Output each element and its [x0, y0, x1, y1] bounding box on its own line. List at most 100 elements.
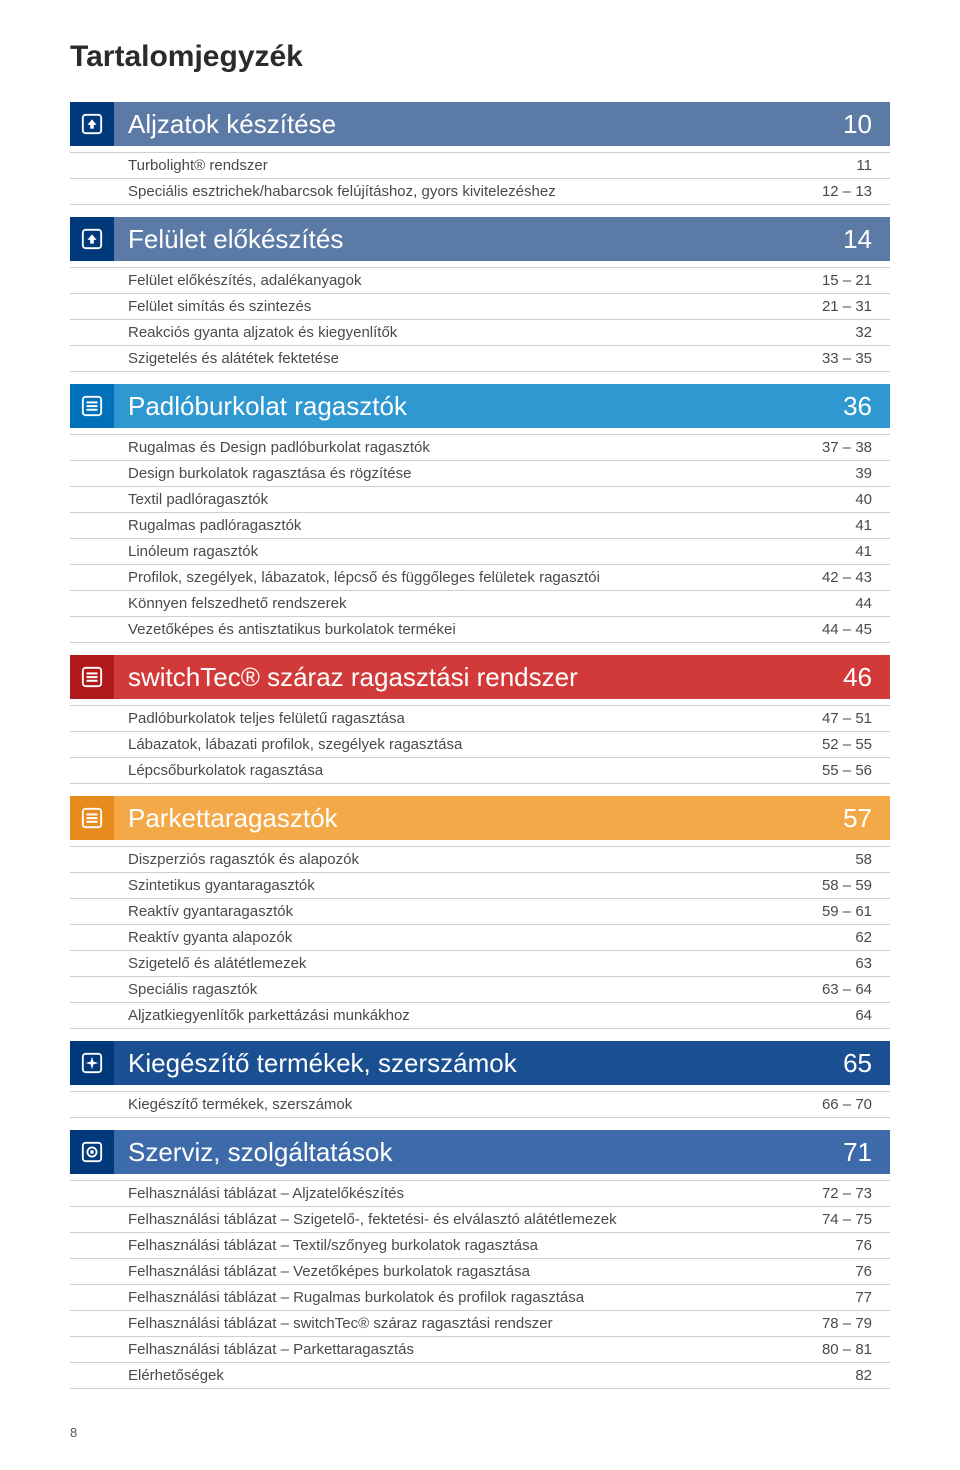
section-page: 14 — [843, 224, 872, 255]
entry-page: 76 — [843, 1237, 872, 1254]
entry-page: 32 — [843, 324, 872, 341]
entry-label: Szigetelés és alátétek fektetése — [128, 350, 810, 367]
list-icon — [70, 655, 114, 699]
section-title: Felület előkészítés — [128, 224, 343, 255]
entry-label: Felhasználási táblázat – Rugalmas burkol… — [128, 1289, 843, 1306]
toc-entry: Felhasználási táblázat – Rugalmas burkol… — [70, 1285, 890, 1311]
toc-entry: Szintetikus gyantaragasztók58 – 59 — [70, 873, 890, 899]
section-bar: switchTec® száraz ragasztási rendszer46 — [114, 655, 890, 699]
toc-section: Parkettaragasztók57Diszperziós ragasztók… — [70, 796, 890, 1029]
entry-page: 74 – 75 — [810, 1211, 872, 1228]
entry-label: Design burkolatok ragasztása és rögzítés… — [128, 465, 843, 482]
toc-entry: Rugalmas padlóragasztók41 — [70, 513, 890, 539]
entry-page: 58 – 59 — [810, 877, 872, 894]
target-icon — [70, 1130, 114, 1174]
toc-entry: Felület előkészítés, adalékanyagok15 – 2… — [70, 268, 890, 294]
toc-entry: Felhasználási táblázat – Szigetelő-, fek… — [70, 1207, 890, 1233]
section-bar: Kiegészítő termékek, szerszámok65 — [114, 1041, 890, 1085]
section-bar: Aljzatok készítése 10 — [114, 102, 890, 146]
toc-section: Aljzatok készítése 10 Turbolight® rendszer… — [70, 102, 890, 205]
entry-page: 40 — [843, 491, 872, 508]
entry-page: 15 – 21 — [810, 272, 872, 289]
entry-label: Aljzatkiegyenlítők parkettázási munkákho… — [128, 1007, 843, 1024]
entry-label: Padlóburkolatok teljes felületű ragasztá… — [128, 710, 810, 727]
section-bar: Padlóburkolat ragasztók36 — [114, 384, 890, 428]
entry-page: 76 — [843, 1263, 872, 1280]
toc-entry: Profilok, szegélyek, lábazatok, lépcső é… — [70, 565, 890, 591]
page-number: 8 — [70, 1425, 890, 1440]
toc-section: Padlóburkolat ragasztók36 Rugalmas és Des… — [70, 384, 890, 643]
entry-label: Rugalmas és Design padlóburkolat ragaszt… — [128, 439, 810, 456]
entry-label: Diszperziós ragasztók és alapozók — [128, 851, 843, 868]
section-entries: Kiegészítő termékek, szerszámok66 – 70 — [70, 1091, 890, 1118]
entry-page: 58 — [843, 851, 872, 868]
section-title: Aljzatok készítése — [128, 109, 336, 140]
entry-label: Felhasználási táblázat – Parkettaragaszt… — [128, 1341, 810, 1358]
entry-page: 52 – 55 — [810, 736, 872, 753]
section-title: Szerviz, szolgáltatások — [128, 1137, 392, 1168]
page-title: Tartalomjegyzék — [70, 40, 890, 74]
toc-section: Kiegészítő termékek, szerszámok65 Kiegész… — [70, 1041, 890, 1118]
entry-page: 77 — [843, 1289, 872, 1306]
section-title: Parkettaragasztók — [128, 803, 338, 834]
toc-entry: Reaktív gyanta alapozók62 — [70, 925, 890, 951]
toc-entry: Könnyen felszedhető rendszerek44 — [70, 591, 890, 617]
section-entries: Felhasználási táblázat – Aljzatelőkészít… — [70, 1180, 890, 1389]
entry-page: 82 — [843, 1367, 872, 1384]
section-header: Parkettaragasztók 57 — [70, 796, 890, 840]
arrow-up-icon — [70, 102, 114, 146]
entry-page: 41 — [843, 543, 872, 560]
toc-entry: Szigetelés és alátétek fektetése33 – 35 — [70, 346, 890, 372]
entry-page: 44 – 45 — [810, 621, 872, 638]
section-header: switchTec® száraz ragasztási rendszer46 — [70, 655, 890, 699]
entry-label: Felület simítás és szintezés — [128, 298, 810, 315]
entry-label: Felhasználási táblázat – switchTec® szár… — [128, 1315, 810, 1332]
entry-label: Felhasználási táblázat – Vezetőképes bur… — [128, 1263, 843, 1280]
entry-label: Linóleum ragasztók — [128, 543, 843, 560]
entry-label: Reaktív gyantaragasztók — [128, 903, 810, 920]
toc-entry: Kiegészítő termékek, szerszámok66 – 70 — [70, 1092, 890, 1118]
toc-section: Szerviz, szolgáltatások 71 Felhasználási t… — [70, 1130, 890, 1389]
toc-entry: Design burkolatok ragasztása és rögzítés… — [70, 461, 890, 487]
entry-label: Speciális ragasztók — [128, 981, 810, 998]
section-page: 57 — [843, 803, 872, 834]
section-page: 10 — [843, 109, 872, 140]
section-header: Aljzatok készítése 10 — [70, 102, 890, 146]
section-entries: Turbolight® rendszer11 Speciális esztrich… — [70, 152, 890, 205]
section-page: 65 — [843, 1048, 872, 1079]
toc-sections: Aljzatok készítése 10 Turbolight® rendszer… — [70, 102, 890, 1389]
entry-label: Szigetelő és alátétlemezek — [128, 955, 843, 972]
section-entries: Diszperziós ragasztók és alapozók58Szint… — [70, 846, 890, 1029]
list-icon — [70, 796, 114, 840]
entry-page: 37 – 38 — [810, 439, 872, 456]
section-entries: Rugalmas és Design padlóburkolat ragaszt… — [70, 434, 890, 643]
entry-page: 80 – 81 — [810, 1341, 872, 1358]
entry-label: Felhasználási táblázat – Szigetelő-, fek… — [128, 1211, 810, 1228]
document-page: Tartalomjegyzék Aljzatok készítése 10 Turb… — [0, 0, 960, 1470]
entry-label: Lábazatok, lábazati profilok, szegélyek … — [128, 736, 810, 753]
entry-label: Speciális esztrichek/habarcsok felújítás… — [128, 183, 810, 200]
section-bar: Parkettaragasztók 57 — [114, 796, 890, 840]
toc-entry: Diszperziós ragasztók és alapozók58 — [70, 847, 890, 873]
entry-page: 11 — [844, 157, 872, 174]
entry-label: Elérhetőségek — [128, 1367, 843, 1384]
section-bar: Szerviz, szolgáltatások 71 — [114, 1130, 890, 1174]
toc-entry: Felület simítás és szintezés21 – 31 — [70, 294, 890, 320]
toc-entry: Reaktív gyantaragasztók59 – 61 — [70, 899, 890, 925]
toc-entry: Lépcsőburkolatok ragasztása55 – 56 — [70, 758, 890, 784]
entry-page: 62 — [843, 929, 872, 946]
toc-entry: Speciális ragasztók63 – 64 — [70, 977, 890, 1003]
toc-entry: Felhasználási táblázat – Vezetőképes bur… — [70, 1259, 890, 1285]
section-page: 71 — [843, 1137, 872, 1168]
entry-page: 66 – 70 — [810, 1096, 872, 1113]
toc-entry: Felhasználási táblázat – Aljzatelőkészít… — [70, 1181, 890, 1207]
toc-entry: Felhasználási táblázat – Textil/szőnyeg … — [70, 1233, 890, 1259]
entry-label: Turbolight® rendszer — [128, 157, 844, 174]
entry-page: 33 – 35 — [810, 350, 872, 367]
toc-entry: Elérhetőségek82 — [70, 1363, 890, 1389]
arrow-up-icon — [70, 217, 114, 261]
entry-page: 12 – 13 — [810, 183, 872, 200]
toc-entry: Reakciós gyanta aljzatok és kiegyenlítők… — [70, 320, 890, 346]
entry-label: Profilok, szegélyek, lábazatok, lépcső é… — [128, 569, 810, 586]
entry-page: 44 — [843, 595, 872, 612]
